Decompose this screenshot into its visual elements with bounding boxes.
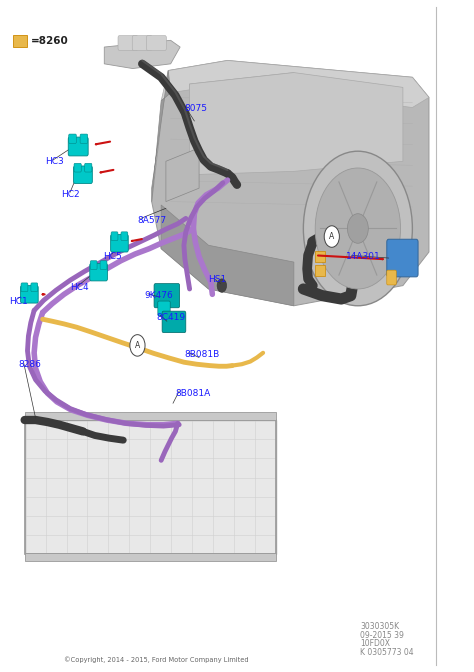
Polygon shape (161, 205, 294, 306)
FancyBboxPatch shape (25, 420, 276, 554)
FancyBboxPatch shape (100, 261, 107, 269)
Polygon shape (104, 40, 180, 69)
FancyBboxPatch shape (111, 232, 118, 241)
Polygon shape (190, 73, 294, 104)
Text: HC5: HC5 (103, 252, 122, 261)
Circle shape (130, 335, 145, 356)
Text: 8B081B: 8B081B (185, 350, 220, 360)
FancyBboxPatch shape (20, 286, 38, 303)
Text: HC2: HC2 (62, 190, 80, 200)
FancyBboxPatch shape (21, 283, 28, 292)
Text: HC4: HC4 (70, 283, 89, 292)
Text: 8A577: 8A577 (137, 216, 166, 225)
FancyBboxPatch shape (315, 265, 325, 276)
FancyBboxPatch shape (132, 36, 152, 50)
FancyBboxPatch shape (25, 412, 276, 420)
FancyBboxPatch shape (110, 235, 128, 252)
FancyBboxPatch shape (25, 553, 276, 561)
Text: 10FD0X: 10FD0X (360, 639, 390, 648)
Text: A: A (135, 341, 140, 350)
Text: 8286: 8286 (18, 360, 41, 369)
Text: HS1: HS1 (209, 275, 227, 284)
Text: 09-2015 39: 09-2015 39 (360, 630, 404, 640)
FancyBboxPatch shape (74, 163, 81, 172)
Text: HC3: HC3 (45, 157, 64, 166)
FancyBboxPatch shape (146, 36, 166, 50)
Polygon shape (152, 71, 171, 202)
FancyBboxPatch shape (154, 284, 180, 308)
Text: K 0305773 04: K 0305773 04 (360, 648, 414, 657)
FancyBboxPatch shape (118, 36, 138, 50)
Text: 3030305K: 3030305K (360, 622, 400, 631)
Circle shape (303, 151, 412, 306)
Circle shape (315, 168, 401, 289)
Text: 14A301: 14A301 (346, 252, 381, 261)
Polygon shape (152, 60, 429, 306)
Text: ©Copyright, 2014 - 2015, Ford Motor Company Limited: ©Copyright, 2014 - 2015, Ford Motor Comp… (64, 657, 249, 663)
Text: A: A (329, 232, 335, 241)
Text: 8C419: 8C419 (156, 312, 185, 322)
FancyBboxPatch shape (80, 134, 88, 143)
FancyBboxPatch shape (121, 232, 128, 241)
FancyBboxPatch shape (90, 263, 108, 281)
FancyBboxPatch shape (69, 134, 76, 143)
FancyBboxPatch shape (158, 301, 170, 316)
Text: 8075: 8075 (185, 104, 208, 114)
FancyBboxPatch shape (162, 311, 186, 333)
Polygon shape (161, 60, 429, 108)
Circle shape (217, 279, 227, 292)
FancyBboxPatch shape (31, 283, 38, 292)
Circle shape (347, 214, 368, 243)
Polygon shape (190, 73, 403, 175)
Polygon shape (166, 148, 199, 202)
FancyBboxPatch shape (315, 251, 325, 262)
FancyBboxPatch shape (85, 163, 92, 172)
Text: HC1: HC1 (9, 296, 28, 306)
Circle shape (324, 226, 339, 247)
FancyBboxPatch shape (13, 35, 27, 47)
Text: 9K476: 9K476 (145, 291, 173, 300)
Text: =8260: =8260 (31, 36, 69, 46)
FancyBboxPatch shape (68, 137, 88, 156)
FancyBboxPatch shape (387, 239, 418, 277)
FancyBboxPatch shape (90, 261, 97, 269)
FancyBboxPatch shape (387, 270, 396, 285)
Text: 8B081A: 8B081A (175, 388, 210, 398)
FancyBboxPatch shape (73, 166, 92, 183)
